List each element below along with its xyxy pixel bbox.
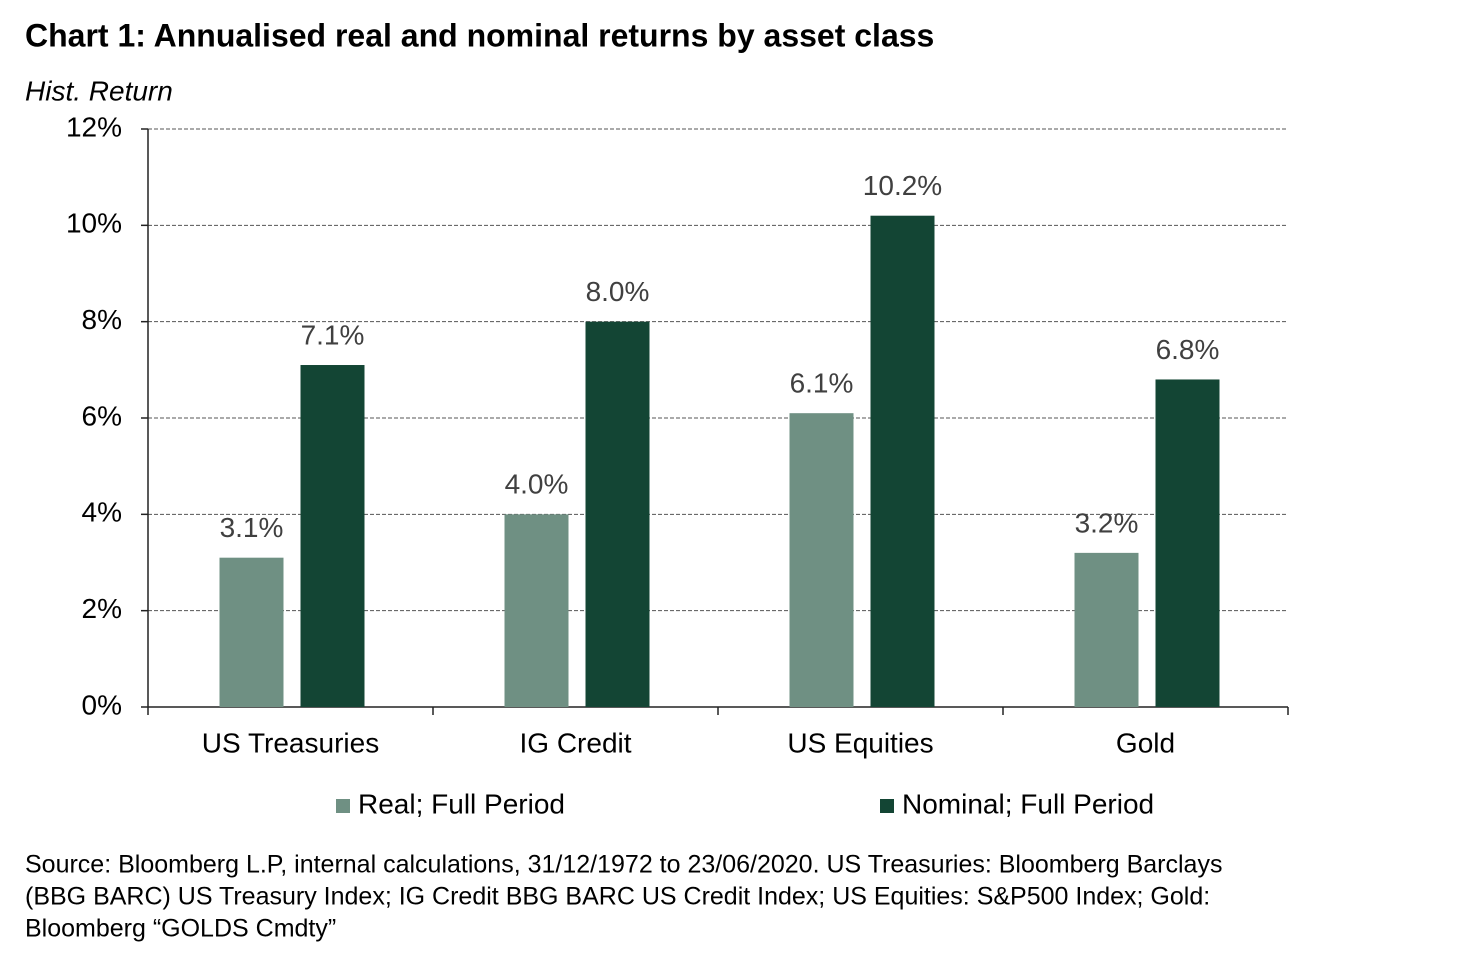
y-tick-label: 2% xyxy=(82,593,122,624)
y-tick-label: 0% xyxy=(82,689,122,720)
source-note: Bloomberg “GOLDS Cmdty” xyxy=(25,915,336,943)
y-tick-label: 8% xyxy=(82,304,122,335)
y-tick-label: 4% xyxy=(82,497,122,528)
legend-label: Nominal; Full Period xyxy=(902,788,1154,819)
y-tick-label: 6% xyxy=(82,400,122,431)
bar xyxy=(219,557,284,707)
data-label: 3.2% xyxy=(1075,507,1139,538)
data-label: 8.0% xyxy=(586,276,650,307)
y-axis-label: Hist. Return xyxy=(25,75,173,106)
data-label: 10.2% xyxy=(863,170,942,201)
bar xyxy=(585,321,650,707)
data-label: 4.0% xyxy=(505,469,569,500)
x-tick-label: US Equities xyxy=(787,727,933,758)
source-note: Source: Bloomberg L.P, internal calculat… xyxy=(25,851,1222,879)
x-tick-label: Gold xyxy=(1116,727,1175,758)
y-tick-label: 12% xyxy=(66,111,122,142)
bar xyxy=(1155,379,1220,707)
bar xyxy=(1074,552,1139,707)
y-tick-label: 10% xyxy=(66,208,122,239)
bar xyxy=(870,215,935,707)
legend-label: Real; Full Period xyxy=(358,788,565,819)
data-label: 6.8% xyxy=(1156,334,1220,365)
data-label: 3.1% xyxy=(220,512,284,543)
source-note: (BBG BARC) US Treasury Index; IG Credit … xyxy=(25,883,1210,911)
data-label: 7.1% xyxy=(301,319,365,350)
x-tick-label: US Treasuries xyxy=(202,727,379,758)
x-tick-label: IG Credit xyxy=(519,727,631,758)
chart-title: Chart 1: Annualised real and nominal ret… xyxy=(25,17,934,53)
bar xyxy=(789,413,854,707)
data-label: 6.1% xyxy=(790,368,854,399)
bar xyxy=(504,514,569,707)
legend-swatch xyxy=(880,799,894,813)
legend-swatch xyxy=(336,799,350,813)
bar xyxy=(300,365,365,707)
